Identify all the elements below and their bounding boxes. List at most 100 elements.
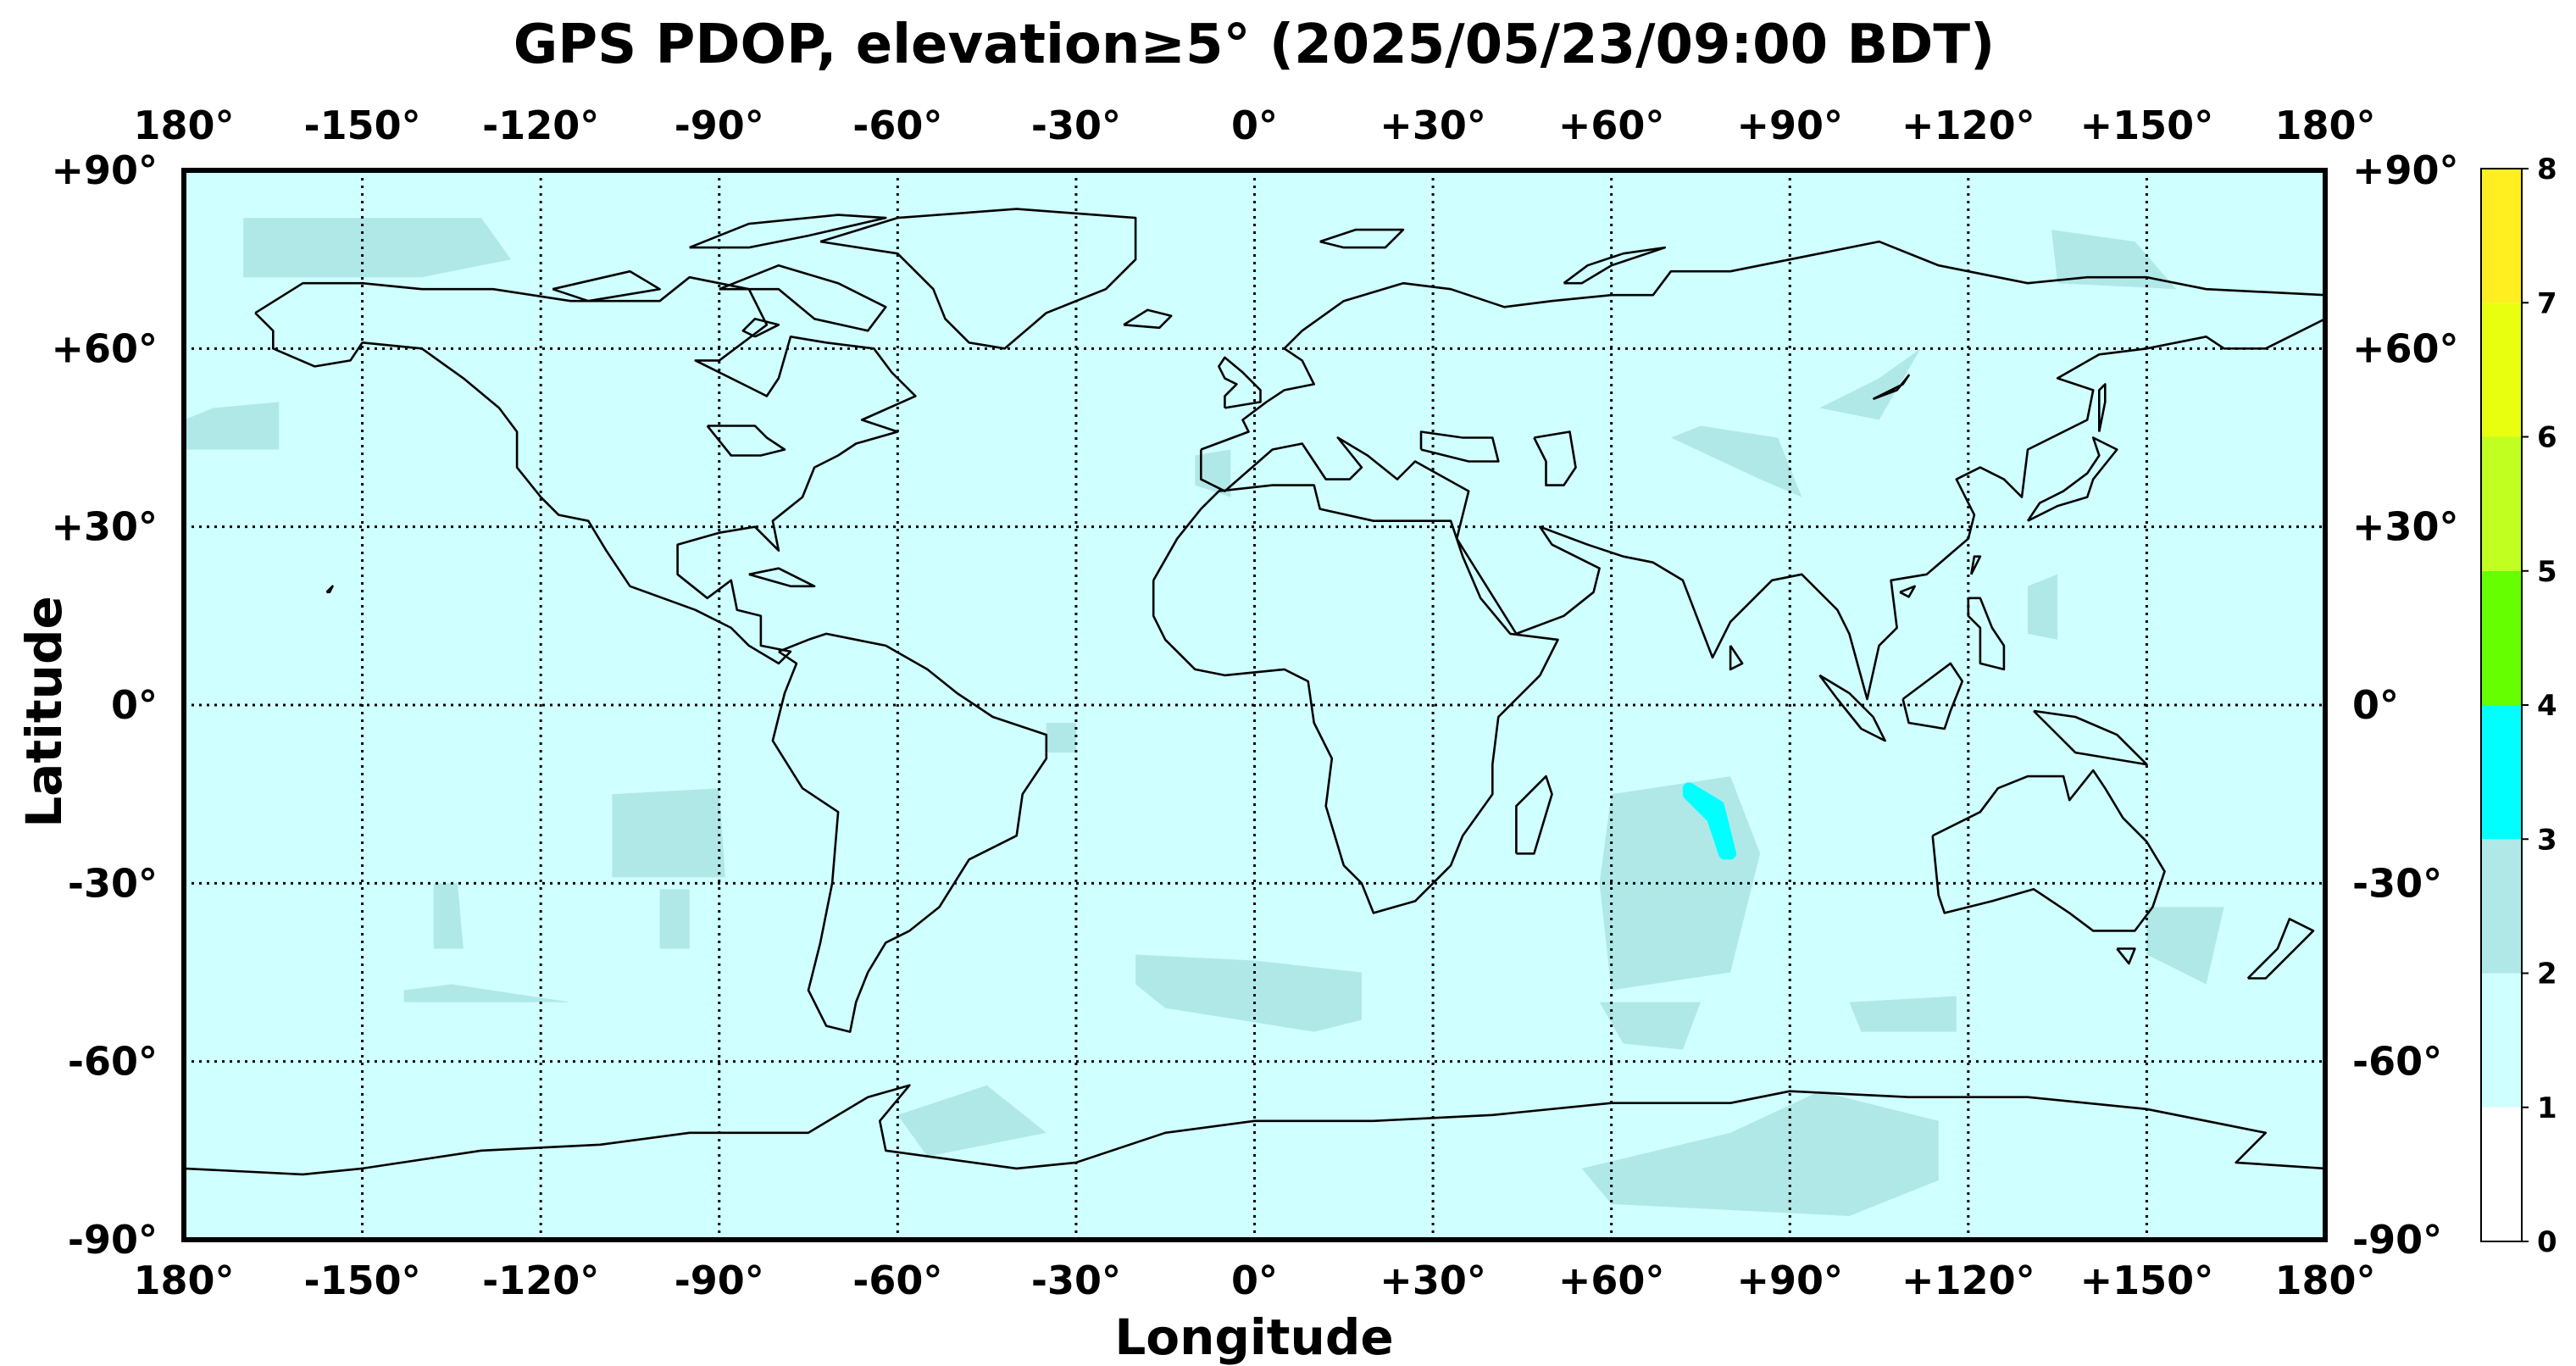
colorbar-tick-label: 1 [2537, 1091, 2557, 1125]
y-tick-labels-left: +90° +60° +30° 0° -30° -60° -90° [51, 147, 158, 1263]
pdop-region-5 [403, 984, 571, 1002]
y-axis-label: Latitude [15, 596, 73, 828]
coastline-hainan [1899, 585, 1916, 598]
coastline-ellesmere-island [689, 214, 887, 249]
x-tick-label-top: -90° [675, 103, 764, 148]
colorbar-bin-3-4 [2481, 705, 2522, 840]
colorbar-tick-label: 3 [2537, 823, 2557, 857]
x-tick-label-top: +150° [2080, 103, 2214, 148]
coastline-great-britain [1218, 356, 1262, 409]
coastline-japan [2026, 436, 2118, 522]
colorbar-bin-2-3 [2481, 839, 2522, 974]
y-tick-label-right: -60° [2352, 1039, 2442, 1085]
coastline-novaya-zemlya [1563, 246, 1667, 285]
colorbar-tick-label: 0 [2537, 1225, 2557, 1259]
pdop-region-17 [2146, 907, 2224, 985]
colorbar-bin-5-6 [2481, 436, 2522, 571]
pdop-region-16 [2028, 574, 2058, 640]
coastline-philippines [1967, 597, 2006, 671]
y-tick-label-right: -90° [2352, 1217, 2442, 1263]
coastline-tasmania [2116, 947, 2136, 965]
coastline-black-sea [1419, 430, 1500, 463]
coastline-hawaii [325, 585, 334, 594]
coastline-sakhalin [2098, 383, 2107, 432]
coastline-borneo [1901, 662, 1964, 730]
x-tick-label-top: +90° [1736, 103, 1843, 148]
pdop-region-0 [243, 218, 512, 278]
y-tick-label-left: +30° [51, 504, 158, 550]
colorbar [2480, 168, 2523, 1242]
y-tick-label-right: -30° [2352, 860, 2442, 906]
figure-title: GPS PDOP, elevation≥5° (2025/05/23/09:00… [514, 14, 1996, 76]
x-tick-label-top: -60° [852, 103, 942, 148]
x-tick-labels-top: 180° -150° -120° -90° -60° -30° 0° +30° +60° +90°… [133, 103, 2375, 148]
pdop-region-4 [659, 889, 690, 949]
coastline-sri-lanka [1729, 645, 1744, 671]
pdop-region-15 [2051, 230, 2177, 290]
x-tick-label-bottom: -120° [482, 1258, 599, 1303]
coastline-europe-asia [1200, 240, 2325, 701]
colorbar-tick-labels: 0 1 2 3 4 5 6 7 8 [2522, 153, 2557, 1259]
pdop-region-10 [1599, 1002, 1701, 1050]
x-tick-label-bottom: 180° [2274, 1258, 2375, 1303]
x-tick-labels-bottom: 180° -150° -120° -90° -60° -30° 0° +30° +60° +90°… [133, 1258, 2375, 1303]
y-tick-label-right: +60° [2352, 325, 2459, 371]
y-tick-label-right: +30° [2352, 504, 2459, 550]
pdop-region-14 [1819, 348, 1921, 420]
colorbar-tick-label: 4 [2537, 689, 2557, 723]
colorbar-tick-label: 6 [2537, 421, 2557, 455]
coastlines-layer [184, 208, 2325, 1176]
coastline-baffin-island [719, 264, 887, 332]
x-tick-label-bottom: +120° [1901, 1258, 2035, 1303]
pdop-region-13 [1670, 425, 1802, 497]
x-tick-label-top: -150° [304, 103, 421, 148]
x-tick-label-bottom: 0° [1231, 1258, 1278, 1303]
coastline-svalbard [1319, 228, 1405, 249]
coastline-antarctica [184, 1084, 2325, 1176]
colorbar-tick-label: 7 [2537, 286, 2557, 320]
y-tick-label-left: -30° [68, 860, 158, 906]
x-axis-label: Longitude [1114, 1308, 1393, 1366]
pdop-region-3 [433, 883, 464, 949]
coastline-victoria-island [552, 269, 661, 303]
x-tick-label-top: +60° [1558, 103, 1665, 148]
colorbar-tick-label: 2 [2537, 958, 2557, 991]
grid-lines [184, 170, 2325, 1240]
coastline-cuba [748, 567, 816, 588]
coastline-new-guinea [2033, 709, 2148, 766]
x-tick-label-bottom: -30° [1031, 1258, 1121, 1303]
pdop-regions-layer [184, 218, 2224, 1216]
y-tick-label-left: -90° [68, 1217, 158, 1263]
colorbar-tick-label: 5 [2537, 555, 2557, 589]
colorbar-bin-1-2 [2481, 973, 2522, 1108]
x-tick-label-top: +120° [1901, 103, 2035, 148]
coastline-iceland [1123, 308, 1173, 330]
pdop-region-12 [1581, 1091, 1939, 1216]
y-tick-label-left: 0° [111, 682, 158, 728]
colorbar-bin-7-8 [2481, 169, 2522, 303]
coastline-north-america [254, 275, 917, 665]
coastline-sumatra [1818, 674, 1886, 742]
map-frame [181, 168, 2328, 1242]
x-tick-label-top: -30° [1031, 103, 1121, 148]
x-tick-label-bottom: -60° [852, 1258, 942, 1303]
coastline-caspian-sea [1533, 430, 1577, 486]
coastline-australia [1931, 769, 2166, 932]
x-tick-label-top: 180° [133, 103, 234, 148]
x-tick-label-bottom: +150° [2080, 1258, 2214, 1303]
pdop-region-2 [612, 788, 725, 878]
pdop-region-19 [1682, 782, 1737, 860]
x-tick-label-bottom: -150° [304, 1258, 421, 1303]
pdop-region-6 [1046, 723, 1076, 753]
x-tick-label-top: 180° [2274, 103, 2375, 148]
x-tick-label-bottom: +60° [1558, 1258, 1665, 1303]
coastline-hudson-bay-islands [741, 317, 780, 338]
x-tick-label-top: -120° [482, 103, 599, 148]
pdop-region-8 [897, 1085, 1046, 1157]
x-tick-label-top: 0° [1231, 103, 1278, 148]
x-tick-label-top: +30° [1380, 103, 1486, 148]
pdop-region-7 [1135, 954, 1362, 1032]
x-tick-label-bottom: +30° [1380, 1258, 1486, 1303]
pdop-region-18 [1195, 449, 1231, 497]
x-tick-label-bottom: 180° [133, 1258, 234, 1303]
